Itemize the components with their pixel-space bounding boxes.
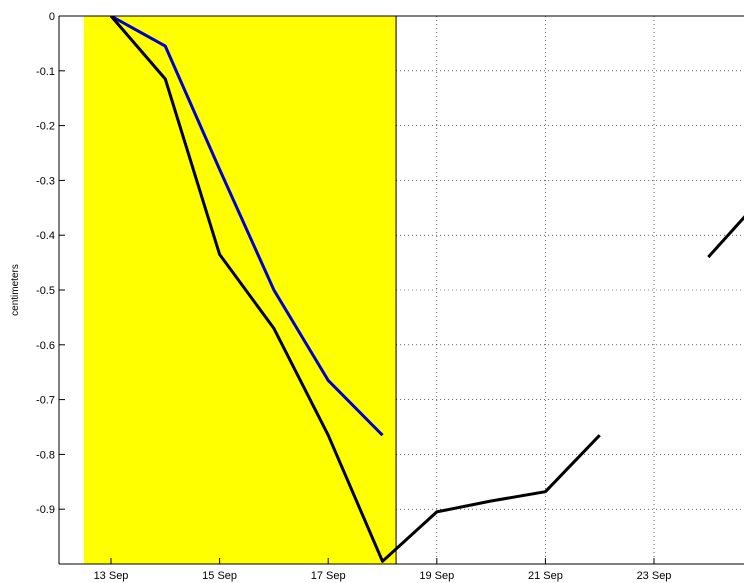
axes — [58, 15, 744, 565]
x-tick-label: 13 Sep — [94, 570, 129, 582]
y-tick-label: -0.8 — [36, 449, 55, 461]
series-lines — [109, 16, 744, 563]
y-tick-label: -0.4 — [36, 230, 55, 242]
series-1-line — [110, 16, 384, 437]
grid — [396, 15, 744, 564]
y-axis-label: centimeters — [10, 264, 21, 316]
y-tick-label: -0.2 — [36, 121, 55, 133]
tick-labels: 0 -0.1 -0.2 -0.3 -0.4 -0.5 -0.6 -0.7 -0.8 -0.9 13 … — [36, 11, 671, 582]
y-tick-label: -0.3 — [36, 175, 55, 187]
x-tick-label: 23 Sep — [637, 570, 672, 582]
series-2-line — [707, 215, 744, 259]
y-tick-label: -0.5 — [36, 285, 55, 297]
y-tick-label: -0.7 — [36, 395, 55, 407]
y-tick-label: 0 — [49, 11, 55, 23]
y-tick-label: -0.1 — [36, 66, 55, 78]
series-2-line — [109, 16, 601, 563]
x-tick-label: 17 Sep — [311, 570, 346, 582]
x-tick-label: 15 Sep — [202, 570, 237, 582]
y-tick-label: -0.6 — [36, 340, 55, 352]
x-tick-label: 21 Sep — [528, 570, 563, 582]
x-tick-label: 19 Sep — [419, 570, 454, 582]
y-tick-label: -0.9 — [36, 504, 55, 516]
